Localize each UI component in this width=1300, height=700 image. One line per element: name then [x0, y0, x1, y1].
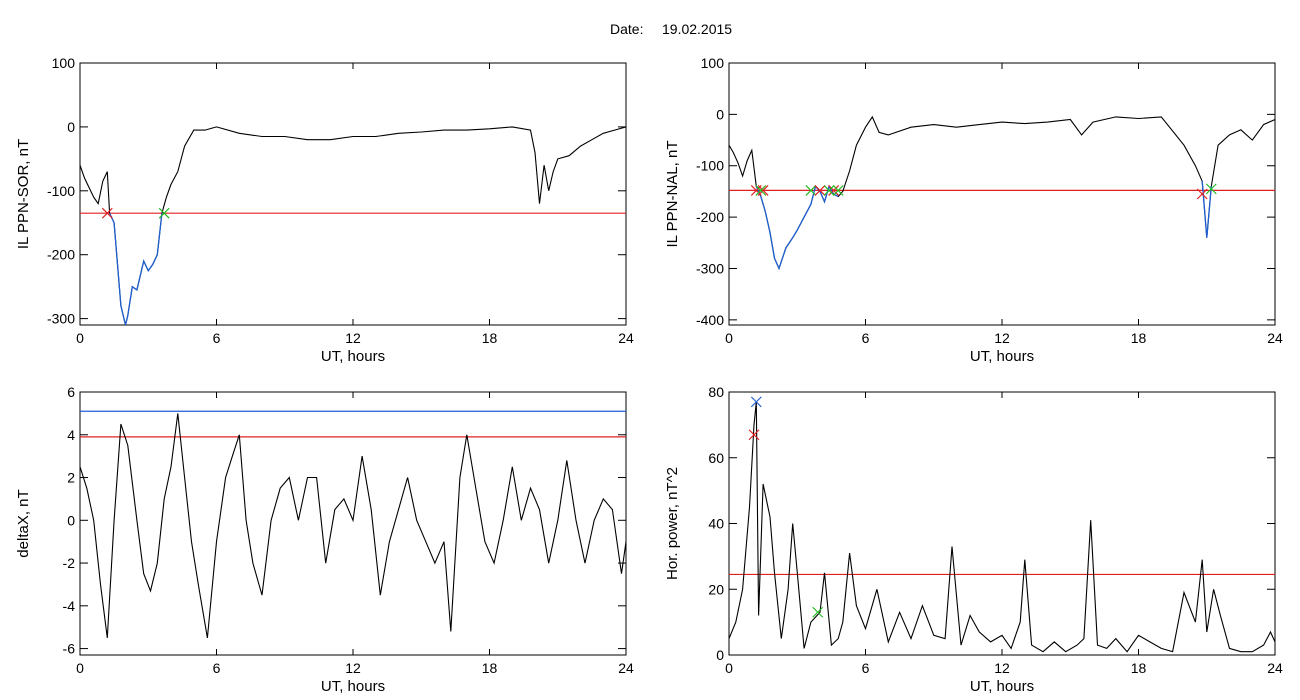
y-tick-label: -2	[63, 555, 76, 571]
end-marker	[812, 606, 824, 618]
y-tick-label: 2	[67, 470, 75, 486]
plot-frame	[728, 62, 1276, 326]
series-line-1	[80, 413, 626, 638]
x-tick-label: 24	[618, 660, 634, 676]
end-marker	[158, 207, 170, 219]
y-tick-label: -100	[696, 158, 724, 174]
y-tick-label: -200	[696, 209, 724, 225]
start-marker	[748, 429, 760, 441]
plot-frame	[79, 62, 627, 326]
y-tick-label: 0	[716, 106, 724, 122]
x-tick-label: 0	[76, 330, 84, 346]
x-tick-label: 0	[76, 660, 84, 676]
x-tick-label: 6	[213, 330, 221, 346]
series-line-1	[729, 115, 1275, 271]
chart-panel-1: 0 6 12 18 24 -300 -200 -100 0 100 UT, hours IL PPN-…	[15, 55, 634, 365]
y-axis-label: Hor. power, nT^2	[664, 467, 681, 580]
x-tick-label: 24	[618, 330, 634, 346]
x-tick-label: 12	[994, 330, 1010, 346]
y-tick-label: 0	[67, 512, 75, 528]
x-tick-label: 18	[482, 660, 498, 676]
end-marker	[832, 184, 844, 196]
x-tick-label: 0	[725, 330, 733, 346]
x-axis-label: UT, hours	[321, 348, 385, 365]
y-tick-label: 6	[67, 384, 75, 400]
plot-area	[80, 126, 626, 325]
end-marker	[823, 184, 835, 196]
x-tick-label: 0	[725, 660, 733, 676]
x-tick-label: 24	[1267, 330, 1283, 346]
x-tick-label: 6	[862, 330, 870, 346]
y-tick-label: -400	[696, 312, 724, 328]
y-tick-label: 0	[67, 119, 75, 135]
end-marker	[755, 184, 767, 196]
y-tick-label: 80	[708, 384, 724, 400]
start-marker	[814, 184, 826, 196]
x-tick-label: 12	[345, 660, 361, 676]
x-axis-label: UT, hours	[970, 678, 1034, 695]
x-tick-label: 18	[1131, 330, 1147, 346]
x-tick-label: 12	[994, 660, 1010, 676]
start-marker	[101, 207, 113, 219]
x-tick-label: 12	[345, 330, 361, 346]
peak-marker	[750, 396, 762, 408]
y-tick-label: -100	[47, 183, 75, 199]
y-tick-label: -4	[63, 598, 76, 614]
x-axis-label: UT, hours	[321, 678, 385, 695]
start-marker	[1196, 188, 1208, 200]
y-tick-label: 100	[52, 55, 76, 71]
date-label: Date:	[610, 21, 643, 37]
chart-panel-4: 0 6 12 18 24 0 20 40 60 80 UT, hours Hor. power, nT…	[664, 384, 1283, 695]
y-tick-label: 0	[716, 647, 724, 663]
plot-area	[729, 396, 1275, 653]
x-tick-label: 18	[1131, 660, 1147, 676]
chart-panel-2: 0 6 12 18 24 -400 -300 -200 -100 0 100 UT, hours IL …	[664, 55, 1283, 365]
x-tick-label: 6	[213, 660, 221, 676]
highlight-segment-1	[109, 212, 163, 325]
y-tick-label: 60	[708, 450, 724, 466]
y-tick-label: 100	[701, 55, 725, 71]
plot-area	[729, 115, 1275, 271]
y-axis-label: IL PPN-SOR, nT	[15, 139, 32, 249]
x-tick-label: 18	[482, 330, 498, 346]
highlight-segment-1	[755, 184, 839, 271]
y-tick-label: 20	[708, 581, 724, 597]
y-tick-label: 40	[708, 516, 724, 532]
end-marker	[805, 184, 817, 196]
highlight-segment-2	[1201, 181, 1212, 238]
x-axis-label: UT, hours	[970, 348, 1034, 365]
x-tick-label: 6	[862, 660, 870, 676]
end-marker	[1205, 183, 1217, 195]
y-tick-label: -300	[47, 311, 75, 327]
start-marker	[828, 184, 840, 196]
plot-area	[80, 410, 626, 638]
y-tick-label: -6	[63, 641, 76, 657]
y-tick-label: 4	[67, 427, 75, 443]
y-axis-label: deltaX, nT	[15, 489, 32, 557]
series-line-1	[80, 126, 626, 325]
start-marker	[757, 184, 769, 196]
y-tick-label: -200	[47, 247, 75, 263]
y-axis-label: IL PPN-NAL, nT	[664, 141, 681, 248]
x-tick-label: 24	[1267, 660, 1283, 676]
series-line-1	[729, 401, 1275, 653]
y-tick-label: -300	[696, 260, 724, 276]
date-value: 19.02.2015	[662, 21, 732, 37]
